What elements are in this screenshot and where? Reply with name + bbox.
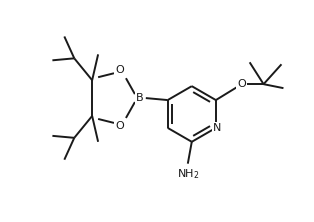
Text: N: N bbox=[213, 123, 221, 133]
Text: B: B bbox=[136, 93, 144, 103]
Text: O: O bbox=[237, 79, 246, 89]
Text: NH$_2$: NH$_2$ bbox=[176, 168, 199, 181]
Text: O: O bbox=[116, 65, 124, 75]
Text: O: O bbox=[116, 121, 124, 131]
